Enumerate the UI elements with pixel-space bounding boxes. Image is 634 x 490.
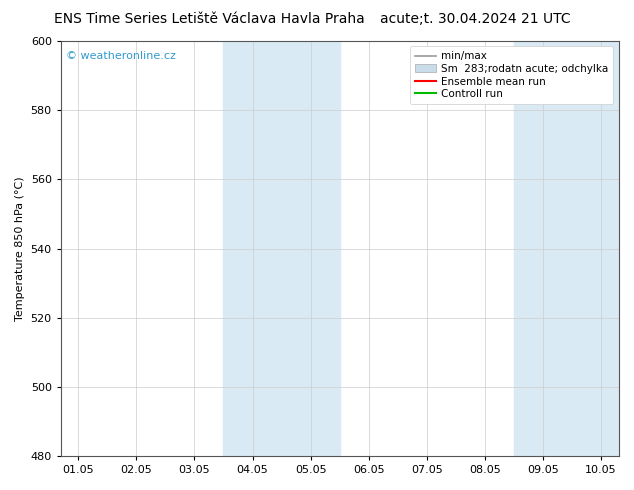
Text: ENS Time Series Letiště Václava Havla Praha: ENS Time Series Letiště Václava Havla Pr… [54,12,365,26]
Text: acute;t. 30.04.2024 21 UTC: acute;t. 30.04.2024 21 UTC [380,12,571,26]
Legend: min/max, Sm  283;rodatn acute; odchylka, Ensemble mean run, Controll run: min/max, Sm 283;rodatn acute; odchylka, … [410,46,613,104]
Text: © weatheronline.cz: © weatheronline.cz [67,51,176,61]
Y-axis label: Temperature 850 hPa (°C): Temperature 850 hPa (°C) [15,176,25,321]
Bar [514,41,630,456]
Bar [224,41,340,456]
